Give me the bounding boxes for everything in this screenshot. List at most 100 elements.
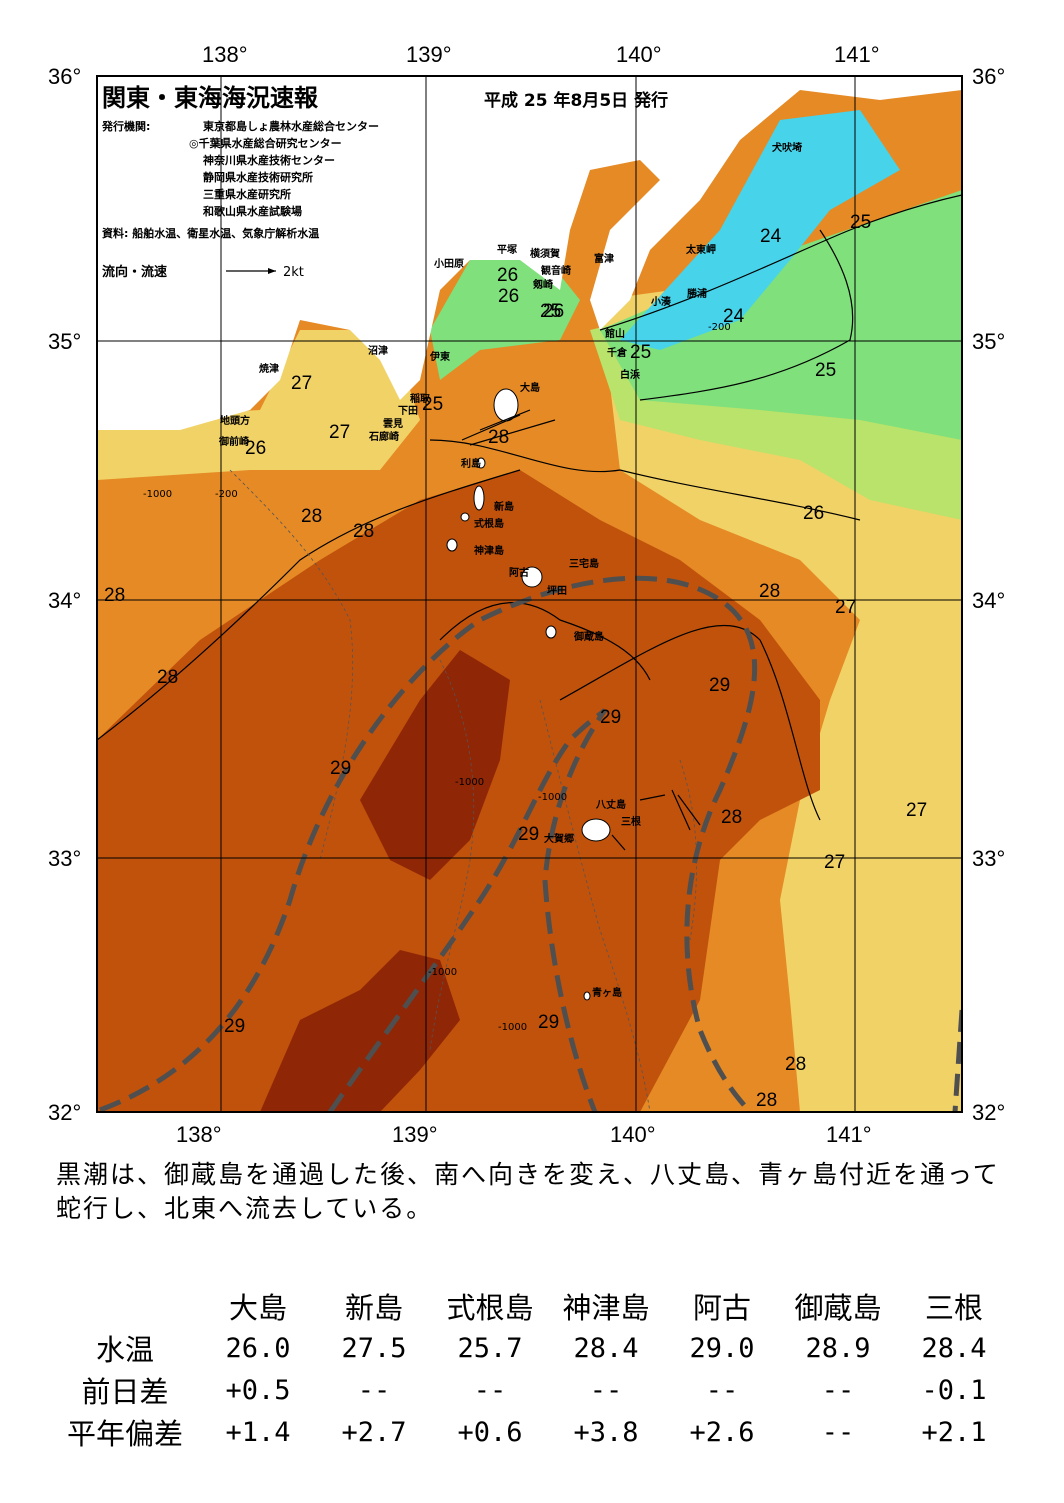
- latitude-labels-left: 36° 35° 34° 33° 32°: [48, 64, 81, 1125]
- island-aogashima: [583, 991, 591, 1001]
- lon-label: 140°: [616, 42, 662, 67]
- table-cell: 28.4: [573, 1332, 639, 1364]
- place-label: 太東岬: [685, 243, 716, 256]
- place-label: 伊東: [429, 350, 450, 363]
- table-cell: 28.9: [805, 1332, 871, 1364]
- lon-label: 138°: [176, 1122, 222, 1147]
- sea-temperature-map: 138° 139° 140° 141° 138° 139° 140° 141° …: [48, 42, 1005, 1147]
- row-label: 平年偏差: [66, 1417, 183, 1451]
- publisher: 神奈川県水産技術センター: [203, 153, 335, 167]
- table-cell: +2.6: [689, 1416, 755, 1448]
- table-cell: +2.1: [921, 1416, 987, 1448]
- isotherm-label: 28: [721, 807, 742, 828]
- table-cell: --: [821, 1374, 855, 1406]
- lon-label: 138°: [202, 42, 248, 67]
- isotherm-label: 29: [518, 824, 539, 845]
- publisher: 三重県水産研究所: [203, 187, 291, 201]
- depth-label: -1000: [498, 1022, 527, 1033]
- place-label: 横須賀: [530, 247, 560, 260]
- table-cell: 29.0: [689, 1332, 755, 1364]
- current-vectors: [461, 409, 701, 851]
- lat-label: 32°: [48, 1100, 81, 1125]
- lon-label: 140°: [610, 1122, 656, 1147]
- isotherm-label: 25: [815, 360, 836, 381]
- place-label: 観音崎: [541, 264, 571, 277]
- sea-24c-zone: [620, 110, 900, 350]
- table-row: 水温 26.0 27.5 25.7 28.4 29.0 28.9 28.4: [50, 1327, 1012, 1369]
- place-label: 利島: [461, 457, 481, 470]
- land-honshu: [97, 76, 962, 430]
- table-cell: +2.7: [341, 1416, 407, 1448]
- lat-label: 34°: [48, 588, 81, 613]
- publisher: ◎千葉県水産総合研究センター: [189, 136, 342, 150]
- place-label: 青ヶ島: [592, 986, 622, 999]
- isotherm-label: 24: [760, 226, 782, 247]
- table-row: 平年偏差 +1.4 +2.7 +0.6 +3.8 +2.6 -- +2.1: [50, 1411, 1012, 1453]
- isotherm-label: 28: [301, 506, 322, 527]
- isotherm-label: 26: [497, 265, 518, 286]
- place-label: 小湊: [650, 295, 672, 308]
- column-header: 神津島: [562, 1291, 650, 1325]
- sea-25c-zone: [600, 190, 962, 440]
- depth-label: -1000: [538, 792, 567, 803]
- place-label: 雲見: [383, 418, 403, 430]
- place-label: 御前崎: [218, 435, 249, 448]
- isotherm-label: 24: [723, 306, 745, 327]
- lon-label: 141°: [826, 1122, 872, 1147]
- isotherm-label: 25: [540, 301, 561, 322]
- place-label: 神津島: [474, 544, 504, 557]
- data-sources: 資料: 船舶水温、衛星水温、気象庁解析水温: [102, 226, 319, 240]
- depth-label: -1000: [455, 777, 484, 788]
- isotherm-label: 29: [600, 707, 621, 728]
- isotherm-label: 25: [422, 394, 443, 415]
- depth-labels: -1000 -200 -1000 -1000 -1000 -1000 -200: [143, 322, 731, 1033]
- publisher: 東京都島しょ農林水産総合センター: [203, 119, 379, 133]
- table-cell: --: [705, 1374, 739, 1406]
- table-cell: +1.4: [225, 1416, 291, 1448]
- isotherm-label: 29: [330, 758, 351, 779]
- place-label: 沼津: [368, 344, 388, 357]
- row-label: 水温: [95, 1333, 154, 1367]
- publisher: 静岡県水産技術研究所: [203, 170, 313, 184]
- place-label: 八丈島: [595, 798, 626, 811]
- place-label: 式根島: [474, 517, 504, 530]
- table-cell: --: [821, 1416, 855, 1448]
- table-cell: 27.5: [341, 1332, 407, 1364]
- island-niijima: [473, 485, 485, 511]
- place-label: 白浜: [620, 368, 640, 381]
- issue-date: 平成 25 年8月5日 発行: [484, 90, 668, 111]
- lat-label: 34°: [972, 588, 1005, 613]
- latitude-labels-right: 36° 35° 34° 33° 32°: [972, 64, 1005, 1125]
- lat-label: 35°: [48, 329, 81, 354]
- isotherm-label: 28: [353, 521, 374, 542]
- current-legend-label: 流向・流速: [102, 264, 167, 280]
- row-label: 前日差: [81, 1375, 169, 1409]
- column-header: 三根: [924, 1291, 983, 1325]
- island-toshima: [476, 457, 486, 469]
- isotherm-label: 27: [824, 852, 845, 873]
- place-names: 犬吠埼 太東岬 勝浦 小湊 富津 横須賀 観音崎 剱崎 平塚 小田原 館山 千倉…: [218, 141, 802, 999]
- sea-27c-zone-west: [97, 330, 420, 480]
- place-label: 小田原: [433, 257, 464, 270]
- publishers-label: 発行機関:: [101, 119, 150, 133]
- table-cell: 25.7: [457, 1332, 523, 1364]
- table-cell: --: [473, 1374, 507, 1406]
- table-corner: [50, 1285, 200, 1327]
- place-label: 剱崎: [532, 278, 553, 291]
- isotherm-label: 25: [850, 212, 871, 233]
- island-hachijojima: [581, 818, 611, 842]
- column-header: 式根島: [446, 1291, 534, 1325]
- column-header: 新島: [344, 1291, 403, 1325]
- depth-label: -200: [215, 489, 238, 500]
- lon-label: 139°: [392, 1122, 438, 1147]
- station-table: 大島 新島 式根島 神津島 阿古 御蔵島 三根 水温 26.0 27.5 25.…: [50, 1285, 1012, 1453]
- place-label: 平塚: [497, 243, 517, 256]
- lat-label: 36°: [48, 64, 81, 89]
- current-legend-scale: 2kt: [283, 265, 304, 280]
- longitude-labels-top: 138° 139° 140° 141°: [202, 42, 880, 67]
- lon-label: 139°: [406, 42, 452, 67]
- place-label: 三宅島: [569, 557, 599, 570]
- table-cell: 26.0: [225, 1332, 291, 1364]
- isotherm-label: 26: [498, 286, 519, 307]
- place-label: 三根: [621, 815, 641, 828]
